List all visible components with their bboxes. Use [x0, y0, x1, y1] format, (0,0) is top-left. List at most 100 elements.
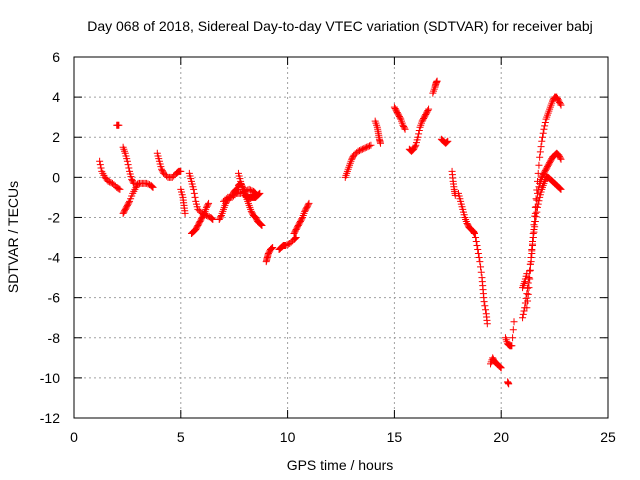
data-point: [247, 186, 255, 194]
data-point: [526, 275, 534, 283]
y-axis-title: SDTVAR / TECUs: [5, 181, 21, 293]
y-tick-label: -6: [48, 290, 61, 306]
data-point: [354, 147, 362, 155]
data-point: [541, 119, 549, 127]
data-point: [556, 185, 564, 193]
data-segment: [437, 135, 452, 147]
data-point: [525, 284, 533, 292]
data-point: [533, 186, 541, 194]
data-point: [357, 146, 365, 154]
data-point: [177, 167, 185, 175]
data-point: [526, 266, 534, 274]
data-point: [474, 246, 482, 254]
data-point: [537, 143, 545, 151]
data-point: [538, 137, 546, 145]
data-point: [534, 169, 542, 177]
data-point: [533, 196, 541, 204]
data-point: [424, 106, 432, 114]
data-point: [509, 326, 517, 334]
data-point: [557, 155, 565, 163]
data-point: [123, 157, 131, 165]
data-point: [231, 191, 239, 199]
data-point: [255, 190, 263, 198]
data-segment: [96, 157, 124, 193]
data-point: [396, 114, 404, 122]
x-tick-label: 5: [177, 429, 185, 445]
data-point: [258, 221, 266, 229]
data-point: [367, 141, 375, 149]
x-tick-label: 25: [600, 429, 616, 445]
data-point: [483, 320, 491, 328]
data-point: [191, 193, 199, 201]
data-point: [208, 215, 216, 223]
data-point: [356, 147, 364, 155]
data-point: [305, 199, 313, 207]
data-point: [130, 179, 138, 187]
data-point: [541, 122, 549, 130]
data-point: [556, 154, 564, 162]
data-point: [204, 201, 212, 209]
data-point: [509, 334, 517, 342]
data-segment: [113, 121, 123, 129]
grid-lines: [74, 57, 608, 418]
y-tick-label: 4: [52, 89, 60, 105]
data-point: [163, 172, 171, 180]
y-tick-label: -12: [40, 410, 60, 426]
data-point: [474, 250, 482, 258]
data-point: [414, 133, 422, 141]
data-point: [200, 211, 208, 219]
data-point: [361, 144, 369, 152]
data-point: [531, 203, 539, 211]
data-point: [539, 129, 547, 137]
data-point: [257, 221, 265, 229]
data-point: [360, 145, 368, 153]
data-point: [476, 258, 484, 266]
data-point: [443, 138, 451, 146]
data-point: [268, 244, 276, 252]
data-point: [377, 139, 385, 147]
data-point: [269, 244, 277, 252]
data-point: [125, 164, 133, 172]
data-point: [480, 298, 488, 306]
data-point: [190, 185, 198, 193]
data-point: [496, 363, 504, 371]
data-point: [556, 100, 564, 108]
data-segment: [290, 199, 313, 237]
data-point: [530, 221, 538, 229]
x-tick-label: 15: [387, 429, 403, 445]
data-point: [267, 245, 275, 253]
data-point: [256, 189, 264, 197]
data-point: [473, 242, 481, 250]
data-point: [526, 260, 534, 268]
data-point: [536, 148, 544, 156]
data-point: [425, 105, 433, 113]
data-point: [532, 213, 540, 221]
data-point: [415, 127, 423, 135]
data-point: [523, 304, 531, 312]
data-point: [527, 254, 535, 262]
data-point: [524, 297, 532, 305]
data-point: [190, 189, 198, 197]
data-point: [125, 199, 133, 207]
y-tick-label: -2: [48, 209, 61, 225]
data-point: [209, 215, 217, 223]
data-point: [524, 284, 532, 292]
y-tick-label: 6: [52, 49, 60, 65]
x-axis-title: GPS time / hours: [287, 457, 394, 473]
data-point: [526, 267, 534, 275]
data-segment: [448, 167, 459, 199]
data-point: [529, 229, 537, 237]
data-point: [257, 220, 265, 228]
data-point: [96, 157, 104, 165]
data-segment: [153, 149, 185, 181]
y-tick-label: 2: [52, 129, 60, 145]
y-tick-label: -4: [48, 250, 61, 266]
data-segment: [429, 77, 441, 97]
data-point: [556, 184, 564, 192]
data-point: [291, 235, 299, 243]
data-point: [254, 191, 262, 199]
data-segment: [501, 318, 518, 350]
data-segment: [371, 117, 385, 147]
data-point: [482, 306, 490, 314]
